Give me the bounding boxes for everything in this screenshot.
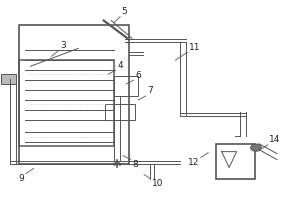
Bar	[19, 60, 114, 146]
Bar	[105, 104, 135, 120]
Text: 8: 8	[132, 160, 138, 169]
Text: 5: 5	[122, 7, 128, 16]
Text: 9: 9	[19, 174, 25, 183]
Text: 4: 4	[117, 61, 123, 70]
Text: 10: 10	[152, 179, 163, 188]
Text: 6: 6	[135, 71, 141, 80]
Circle shape	[250, 144, 261, 151]
Bar	[114, 76, 138, 96]
Text: 12: 12	[188, 158, 199, 167]
Text: 7: 7	[147, 86, 153, 95]
Text: 14: 14	[269, 135, 281, 144]
Text: 11: 11	[189, 43, 200, 52]
Bar	[1, 74, 16, 84]
Bar	[216, 144, 254, 179]
Text: 3: 3	[60, 41, 66, 50]
